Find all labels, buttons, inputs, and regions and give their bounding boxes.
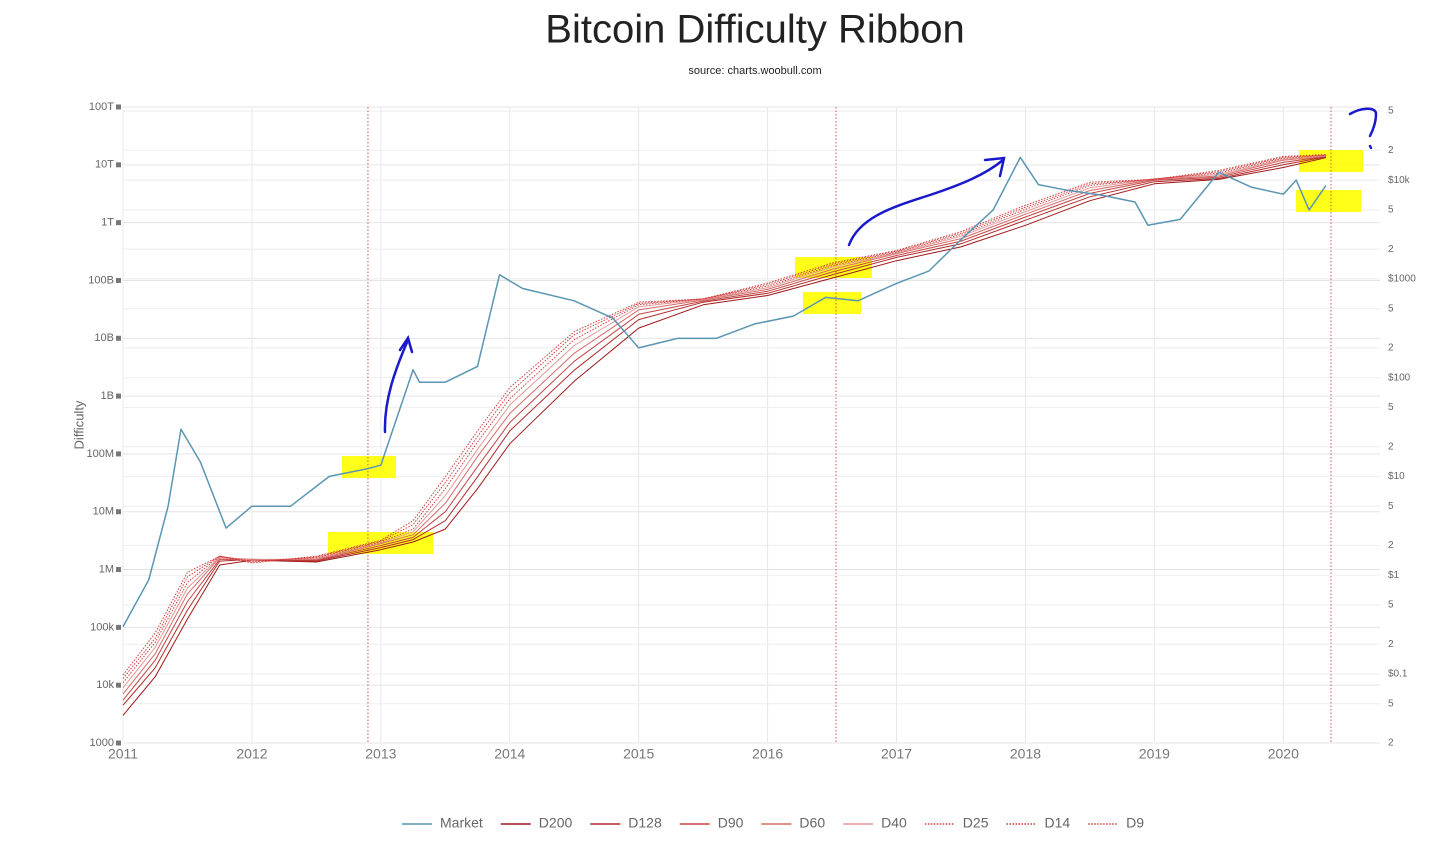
y2-tick-label: 2 <box>1388 540 1394 551</box>
y-tick-label: 1M <box>99 563 114 575</box>
y-tick-label: 1T <box>101 217 114 229</box>
y-tick-mark <box>116 567 121 573</box>
x-tick-label: 2012 <box>236 746 267 762</box>
y-tick-mark <box>116 220 121 226</box>
y2-tick-label: 5 <box>1388 698 1394 709</box>
y-tick-mark <box>116 393 121 399</box>
x-tick-label: 2018 <box>1010 746 1041 762</box>
y2-tick-label: 5 <box>1388 402 1394 413</box>
y2-tick-label: 2 <box>1388 244 1394 255</box>
series-line <box>122 157 1327 716</box>
legend-label: D25 <box>963 815 989 831</box>
x-tick-label: 2017 <box>881 746 912 762</box>
y2-tick-label: $1000 <box>1388 274 1416 285</box>
y-tick-label: 1000 <box>90 737 114 749</box>
y-tick-label: 100B <box>88 274 114 286</box>
legend-label: D60 <box>799 815 825 831</box>
y-tick-label: 10M <box>93 506 114 518</box>
legend-label: D14 <box>1044 815 1070 831</box>
series-line <box>122 156 1327 628</box>
y-tick-mark <box>116 277 121 283</box>
arrow <box>383 335 414 434</box>
x-tick-label: 2014 <box>494 746 525 762</box>
y-tick-mark <box>116 624 121 630</box>
y-tick-label: 10k <box>96 679 114 691</box>
y-tick-label: 100T <box>89 101 114 113</box>
y-tick-label: 10B <box>94 332 114 344</box>
y-tick-label: 100M <box>86 448 114 460</box>
x-tick-label: 2016 <box>752 746 783 762</box>
series-line <box>122 154 1326 684</box>
legend-label: D200 <box>539 815 573 831</box>
y-tick-label: 1B <box>101 390 114 402</box>
x-tick-label: 2019 <box>1139 746 1170 762</box>
y-tick-mark <box>116 335 121 341</box>
series-line <box>122 155 1326 689</box>
annotations <box>383 107 1378 434</box>
y2-tick-label: $1 <box>1388 570 1400 581</box>
y-tick-label: 10T <box>95 159 114 171</box>
y-tick-mark <box>116 451 121 457</box>
arrow <box>847 156 1006 247</box>
chart-subtitle: source: charts.woobull.com <box>688 65 821 77</box>
highlight <box>803 292 861 314</box>
y-axis-label: Difficulty <box>71 400 86 449</box>
chart-title: Bitcoin Difficulty Ribbon <box>545 8 964 52</box>
series-line <box>122 154 1326 676</box>
y-tick-mark <box>116 162 121 168</box>
y2-tick-label: 5 <box>1388 106 1394 117</box>
legend-label: Market <box>440 815 483 831</box>
y2-tick-label: 2 <box>1388 343 1394 354</box>
x-tick-label: 2015 <box>623 746 654 762</box>
legend: Market D200 D128 D90 D60 D40 D25 D14 D9 <box>402 815 1144 831</box>
plot-area <box>122 107 1332 743</box>
grid <box>122 106 1380 744</box>
y2-tick-label: 5 <box>1388 303 1394 314</box>
series-line <box>122 155 1326 701</box>
highlights <box>328 150 1363 554</box>
y2-tick-label: 5 <box>1388 600 1394 611</box>
series-line <box>122 155 1326 695</box>
legend-label: D9 <box>1126 815 1144 831</box>
legend-label: D90 <box>718 815 744 831</box>
legend-label: D40 <box>881 815 907 831</box>
legend-label: D128 <box>628 815 662 831</box>
x-tick-label: 2013 <box>365 746 396 762</box>
y-tick-mark <box>116 509 121 515</box>
y-tick-mark <box>116 104 121 110</box>
y-tick-mark <box>116 740 121 746</box>
y2-tick-label: 2 <box>1388 639 1394 650</box>
y2-tick-label: $10 <box>1388 471 1405 482</box>
x-tick-label: 2011 <box>108 746 138 762</box>
series-line <box>122 154 1326 679</box>
series-line <box>122 156 1326 706</box>
highlight <box>342 456 396 478</box>
y2-tick-label: 2 <box>1388 738 1394 749</box>
y2-tick-label: $100 <box>1388 372 1411 383</box>
x-tick-label: 2020 <box>1268 746 1299 762</box>
y-tick-mark <box>116 682 121 688</box>
y2-tick-label: 2 <box>1388 145 1394 156</box>
y2-tick-label: $0.1 <box>1388 669 1408 680</box>
y2-tick-label: $10k <box>1388 175 1411 186</box>
y2-tick-label: 5 <box>1388 204 1394 215</box>
y2-tick-label: 2 <box>1388 441 1394 452</box>
question-mark <box>1348 107 1378 150</box>
y2-tick-label: 5 <box>1388 501 1394 512</box>
y-tick-label: 100k <box>90 621 114 633</box>
